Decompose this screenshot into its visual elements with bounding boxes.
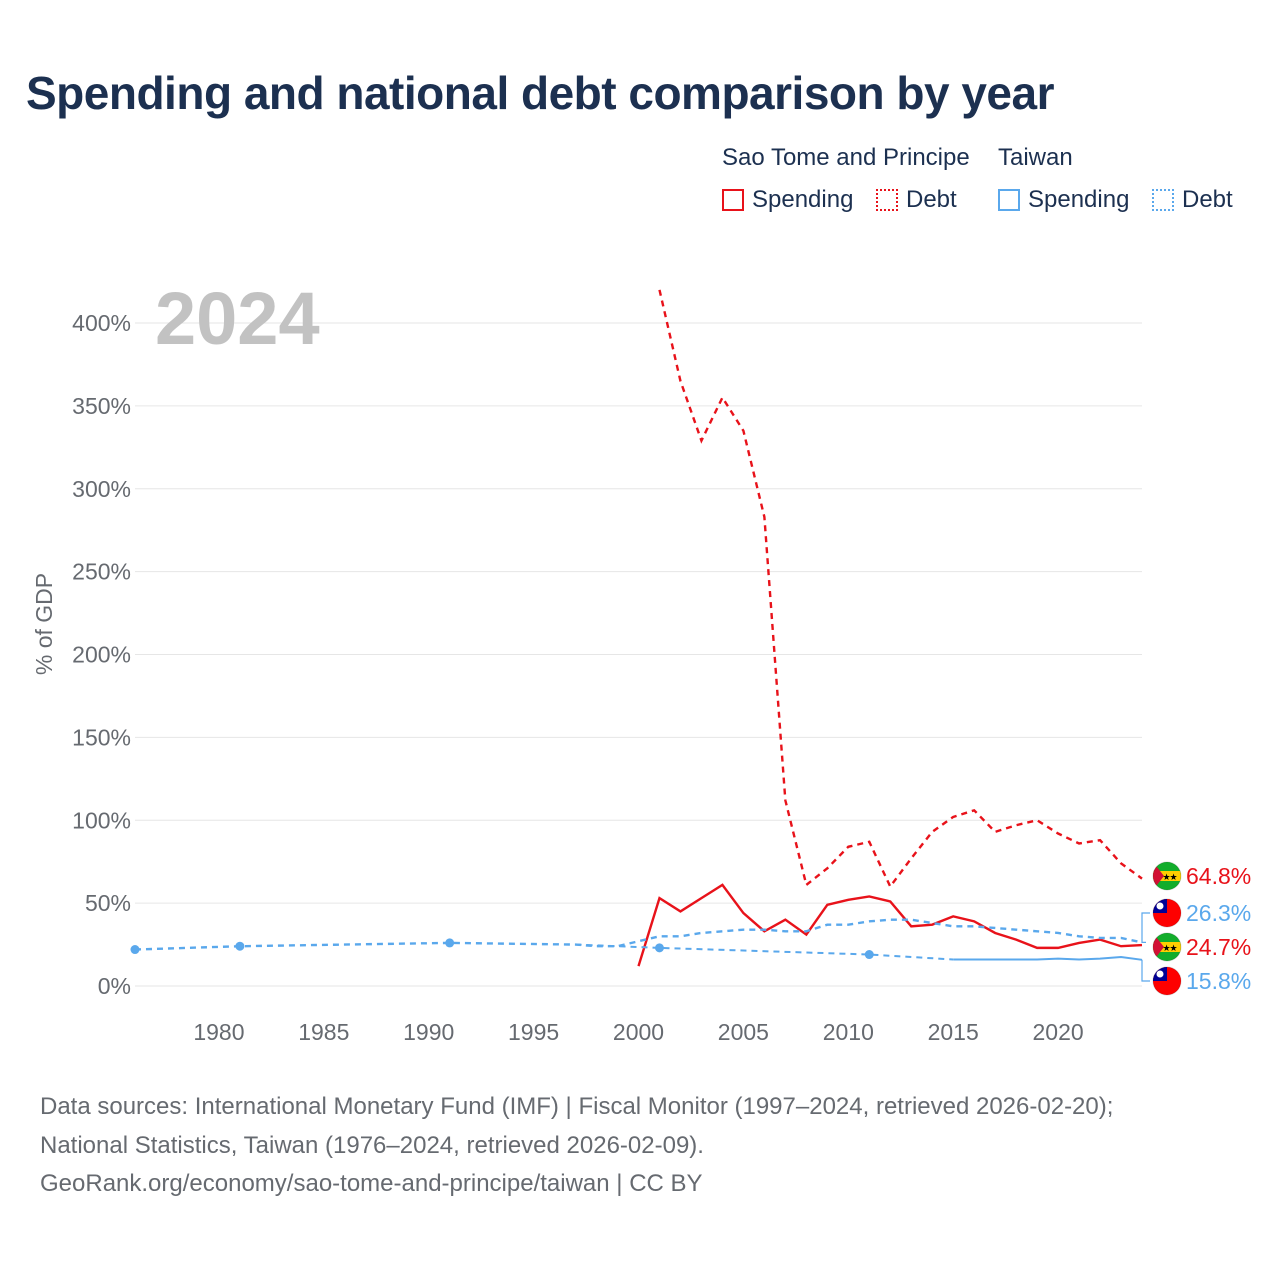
series-taiwan-spending-line[interactable] [575,943,954,961]
sao-tome-flag-icon: ★★ [1153,933,1181,961]
x-tick-label: 2000 [613,1019,664,1045]
x-tick-label: 2015 [928,1019,979,1045]
x-tick-label: 1985 [298,1019,349,1045]
y-tick-label: 100% [72,807,131,833]
legend-label: Debt [1182,186,1233,213]
label-connector [1141,912,1150,944]
svg-text:★: ★ [1162,943,1170,953]
year-watermark: 2024 [155,277,320,360]
svg-text:★: ★ [1169,872,1177,882]
data-point-marker[interactable] [654,943,664,953]
sao-tome-flag-icon: ★★ [1153,862,1181,890]
end-value-label: 15.8% [1186,968,1251,994]
series-sao-tome-and-principe-spending-line[interactable] [637,883,1143,967]
y-tick-label: 400% [72,310,131,336]
legend-swatch-dotted-icon [1152,189,1174,211]
x-tick-label: 1980 [193,1019,244,1045]
data-point-marker[interactable] [235,941,245,951]
end-value-label: 64.8% [1186,863,1251,889]
y-tick-label: 150% [72,724,131,750]
y-tick-label: 50% [85,890,131,916]
legend-item-stp-spending[interactable]: Spending [722,186,853,214]
x-tick-label: 2010 [823,1019,874,1045]
legend-swatch-dotted-icon [876,189,898,211]
series-taiwan-spending-line-recent[interactable] [953,955,1143,961]
footer-sources-line1: Data sources: International Monetary Fun… [40,1093,1114,1120]
data-point-marker[interactable] [864,950,874,960]
end-value-label: 26.3% [1186,900,1251,926]
footer-attribution[interactable]: GeoRank.org/economy/sao-tome-and-princip… [40,1170,703,1197]
legend-label: Spending [752,186,854,213]
x-tick-label: 1995 [508,1019,559,1045]
legend-group-stp: Sao Tome and Principe [722,144,970,171]
y-tick-label: 200% [72,642,131,668]
y-tick-label: 300% [72,476,131,502]
legend-item-stp-debt[interactable]: Debt [876,186,957,214]
label-connector [1141,959,1150,982]
legend-swatch-solid-icon [998,189,1020,211]
legend-item-taiwan-debt[interactable]: Debt [1152,186,1233,214]
svg-text:★: ★ [1169,943,1177,953]
x-tick-label: 2020 [1032,1019,1083,1045]
series-taiwan-debt-line[interactable] [134,918,1143,951]
legend-swatch-solid-icon [722,189,744,211]
end-value-label: 24.7% [1186,934,1251,960]
series-sao-tome-and-principe-debt-line[interactable] [658,289,1143,889]
legend-item-taiwan-spending[interactable]: Spending [998,186,1129,214]
x-tick-label: 1990 [403,1019,454,1045]
y-tick-label: 250% [72,559,131,585]
legend-group-taiwan: Taiwan [998,144,1073,171]
y-tick-label: 350% [72,393,131,419]
svg-text:★: ★ [1162,872,1170,882]
x-tick-label: 2005 [718,1019,769,1045]
data-point-marker[interactable] [130,945,140,955]
footer: Data sources: International Monetary Fun… [40,1088,1113,1204]
legend-label: Debt [906,186,957,213]
legend-label: Spending [1028,186,1130,213]
y-axis-label: % of GDP [31,573,57,675]
data-point-marker[interactable] [445,938,455,948]
footer-sources-line2: National Statistics, Taiwan (1976–2024, … [40,1131,704,1159]
chart-title: Spending and national debt comparison by… [26,67,1055,119]
y-tick-label: 0% [98,973,131,999]
